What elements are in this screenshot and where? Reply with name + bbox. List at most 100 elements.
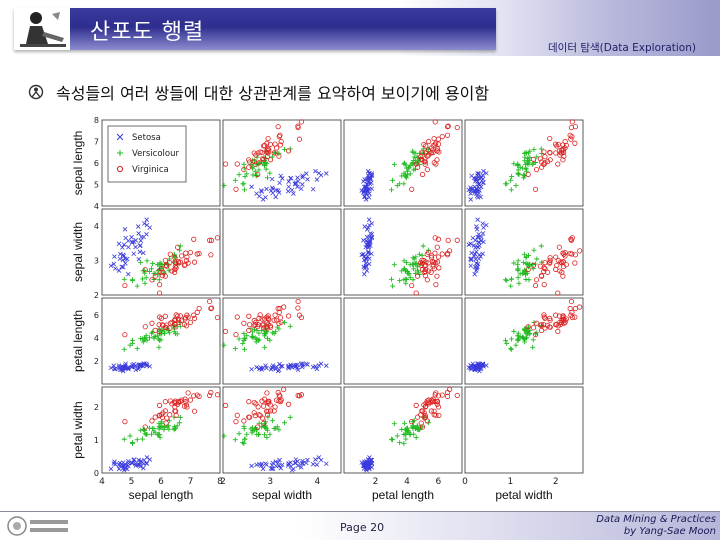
point-virginica xyxy=(447,386,453,393)
point-versicolour xyxy=(267,170,273,176)
point-setosa xyxy=(481,239,486,245)
point-setosa xyxy=(468,197,474,202)
point-setosa xyxy=(366,195,372,200)
panel-petal-length-vs-sepal-width xyxy=(222,297,342,385)
point-virginica xyxy=(191,236,197,242)
point-setosa xyxy=(300,458,305,464)
x-tick-label: 2 xyxy=(553,477,559,487)
point-versicolour xyxy=(172,426,178,432)
point-setosa xyxy=(324,461,329,467)
point-virginica xyxy=(234,412,240,418)
point-virginica xyxy=(295,298,301,305)
point-versicolour xyxy=(404,269,410,274)
point-setosa xyxy=(366,249,371,255)
point-virginica xyxy=(255,150,261,156)
point-versicolour xyxy=(232,437,238,443)
point-versicolour xyxy=(390,177,396,183)
point-setosa xyxy=(288,362,293,368)
point-setosa xyxy=(472,271,478,277)
point-setosa xyxy=(259,189,264,194)
point-setosa xyxy=(275,368,281,374)
point-versicolour xyxy=(515,336,521,342)
point-versicolour xyxy=(241,337,247,343)
point-virginica xyxy=(555,328,561,334)
point-virginica xyxy=(547,157,553,163)
point-setosa xyxy=(268,466,274,471)
point-versicolour xyxy=(515,171,521,177)
point-virginica xyxy=(572,140,578,146)
point-setosa xyxy=(270,460,276,466)
point-virginica xyxy=(247,159,253,165)
point-virginica xyxy=(223,161,229,167)
point-virginica xyxy=(264,147,270,153)
point-setosa xyxy=(144,460,149,466)
x-tick-label: 1 xyxy=(508,477,514,487)
point-setosa xyxy=(133,367,139,373)
point-setosa xyxy=(292,364,298,370)
point-versicolour xyxy=(526,277,532,283)
point-versicolour xyxy=(242,173,248,179)
point-setosa xyxy=(285,463,291,468)
point-virginica xyxy=(558,150,564,156)
point-setosa xyxy=(124,466,130,472)
point-virginica xyxy=(281,386,287,393)
point-virginica xyxy=(419,157,425,163)
point-virginica xyxy=(207,392,213,399)
point-setosa xyxy=(314,177,320,182)
point-versicolour xyxy=(515,275,521,281)
point-virginica xyxy=(246,164,252,170)
point-setosa xyxy=(275,188,281,193)
point-setosa xyxy=(364,227,370,232)
point-versicolour xyxy=(177,243,183,249)
point-virginica xyxy=(454,392,460,399)
point-virginica xyxy=(560,258,566,265)
point-virginica xyxy=(277,305,283,312)
point-setosa xyxy=(144,217,149,222)
point-virginica xyxy=(177,398,183,405)
point-versicolour xyxy=(134,283,140,289)
point-virginica xyxy=(421,402,427,408)
point-virginica xyxy=(554,321,560,328)
point-versicolour xyxy=(236,172,242,178)
point-setosa xyxy=(122,227,128,232)
x-axis-label: sepal width xyxy=(252,488,312,502)
bullet-icon xyxy=(28,84,44,100)
point-versicolour xyxy=(241,181,247,187)
point-virginica xyxy=(156,290,163,296)
point-versicolour xyxy=(403,260,409,266)
point-virginica xyxy=(421,257,427,264)
point-virginica xyxy=(419,424,426,430)
point-setosa xyxy=(279,462,285,468)
point-virginica xyxy=(255,171,261,178)
x-axis-label: petal width xyxy=(495,488,552,502)
point-setosa xyxy=(291,191,296,196)
point-versicolour xyxy=(177,414,183,420)
point-versicolour xyxy=(143,431,149,437)
point-virginica xyxy=(444,132,451,138)
point-versicolour xyxy=(166,267,172,273)
point-setosa xyxy=(141,465,146,471)
point-setosa xyxy=(362,193,367,199)
point-versicolour xyxy=(413,254,419,260)
point-versicolour xyxy=(534,154,540,160)
point-virginica xyxy=(445,237,451,244)
point-virginica xyxy=(428,253,435,259)
point-versicolour xyxy=(531,247,537,253)
point-versicolour xyxy=(150,329,156,335)
point-virginica xyxy=(156,402,163,408)
point-versicolour xyxy=(232,177,238,183)
point-setosa xyxy=(113,366,118,372)
x-tick-label: 5 xyxy=(129,477,135,487)
point-versicolour xyxy=(147,425,153,431)
point-setosa xyxy=(142,221,147,226)
point-virginica xyxy=(424,398,430,404)
point-virginica xyxy=(175,258,182,265)
point-virginica xyxy=(149,277,155,283)
point-versicolour xyxy=(511,260,517,266)
point-virginica xyxy=(409,419,415,425)
point-virginica xyxy=(233,419,239,425)
point-virginica xyxy=(569,314,575,321)
point-virginica xyxy=(149,418,155,424)
point-setosa xyxy=(475,361,480,366)
point-virginica xyxy=(434,399,440,405)
